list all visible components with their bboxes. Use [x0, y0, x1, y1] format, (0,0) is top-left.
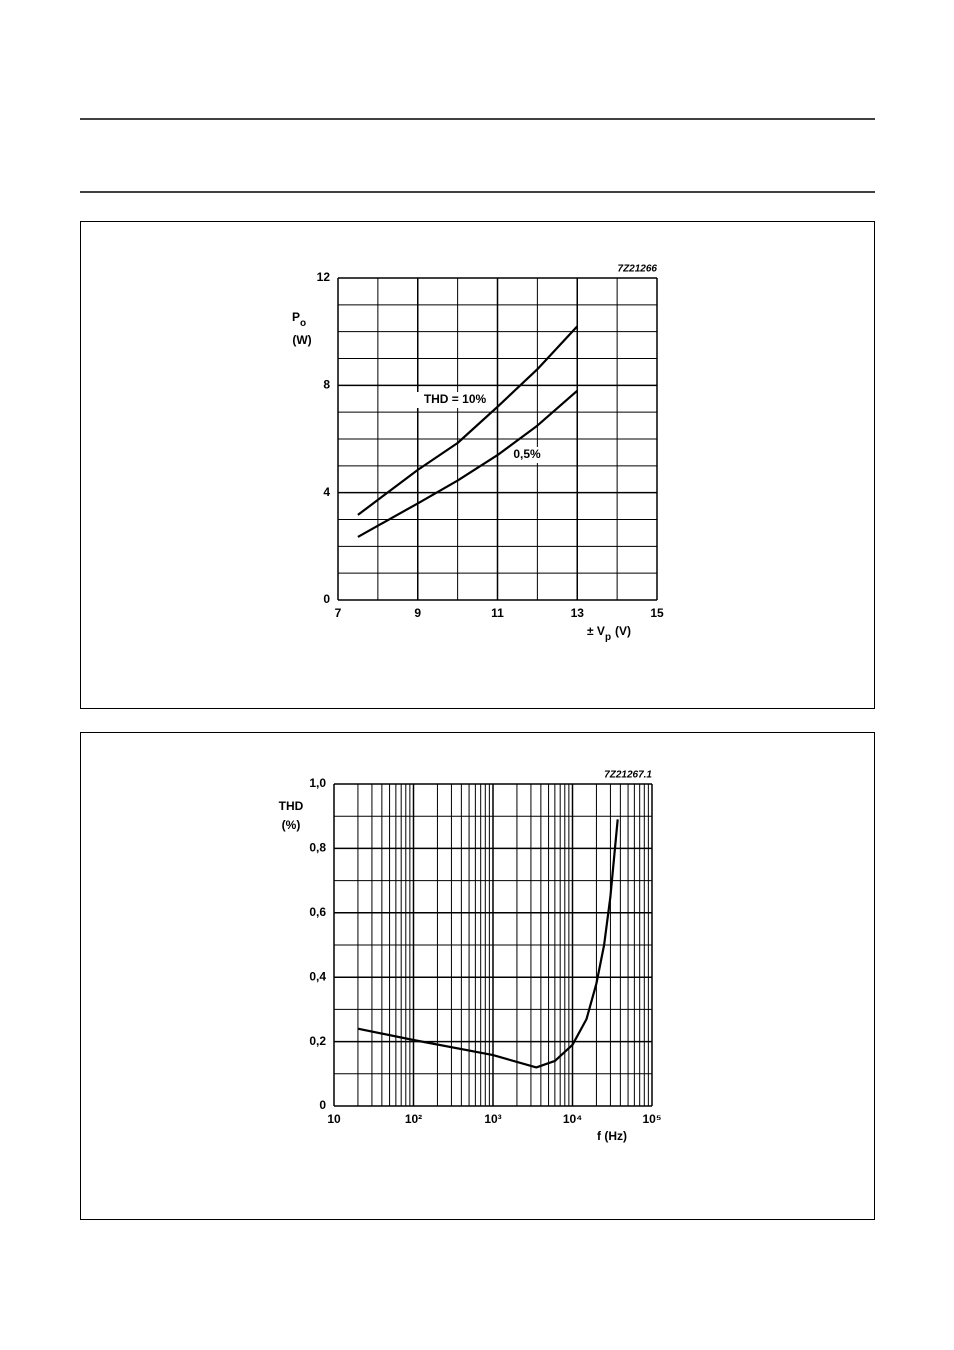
- y-tick-label: 12: [317, 270, 331, 284]
- figure-frame: [80, 732, 875, 1220]
- x-axis-label: f (Hz): [597, 1129, 627, 1143]
- figure-frame: [80, 221, 875, 709]
- y-tick-label: 1,0: [309, 776, 326, 790]
- label-backdrop: [417, 392, 493, 408]
- y-tick-label: 0,6: [309, 905, 326, 919]
- y-tick-label: 0: [323, 592, 330, 606]
- x-tick-label: 10⁵: [643, 1112, 662, 1126]
- data-line: [357, 325, 579, 516]
- y-tick-label: 0,4: [309, 969, 326, 983]
- x-tick-label: 13: [571, 606, 585, 620]
- x-tick-label: 10³: [484, 1112, 501, 1126]
- y-tick-label: 4: [323, 485, 330, 499]
- label-backdrop: [511, 447, 545, 463]
- data-line: [357, 389, 579, 538]
- figure-code: 7Z21267.1: [604, 770, 652, 781]
- series-label: THD = 10%: [424, 392, 487, 406]
- figure-code: 7Z21266: [618, 264, 658, 275]
- x-tick-label: 10²: [405, 1112, 422, 1126]
- y-tick-label: 0,2: [309, 1034, 326, 1048]
- y-axis-label: THD: [279, 799, 304, 813]
- y-tick-label: 8: [323, 378, 330, 392]
- y-tick-label: 0,8: [309, 841, 326, 855]
- x-tick-label: 10⁴: [563, 1112, 582, 1126]
- x-tick-label: 9: [414, 606, 421, 620]
- x-tick-label: 15: [650, 606, 664, 620]
- y-axis-unit: (W): [292, 333, 311, 347]
- y-axis-label: Po: [292, 310, 306, 328]
- x-tick-label: 7: [335, 606, 342, 620]
- x-axis-label: ± Vp (V): [587, 624, 631, 642]
- y-axis-unit: (%): [282, 818, 301, 832]
- y-tick-label: 0: [319, 1098, 326, 1112]
- series-label: 0,5%: [513, 447, 541, 461]
- x-tick-label: 10: [327, 1112, 341, 1126]
- data-line: [357, 819, 619, 1069]
- x-tick-label: 11: [491, 606, 504, 620]
